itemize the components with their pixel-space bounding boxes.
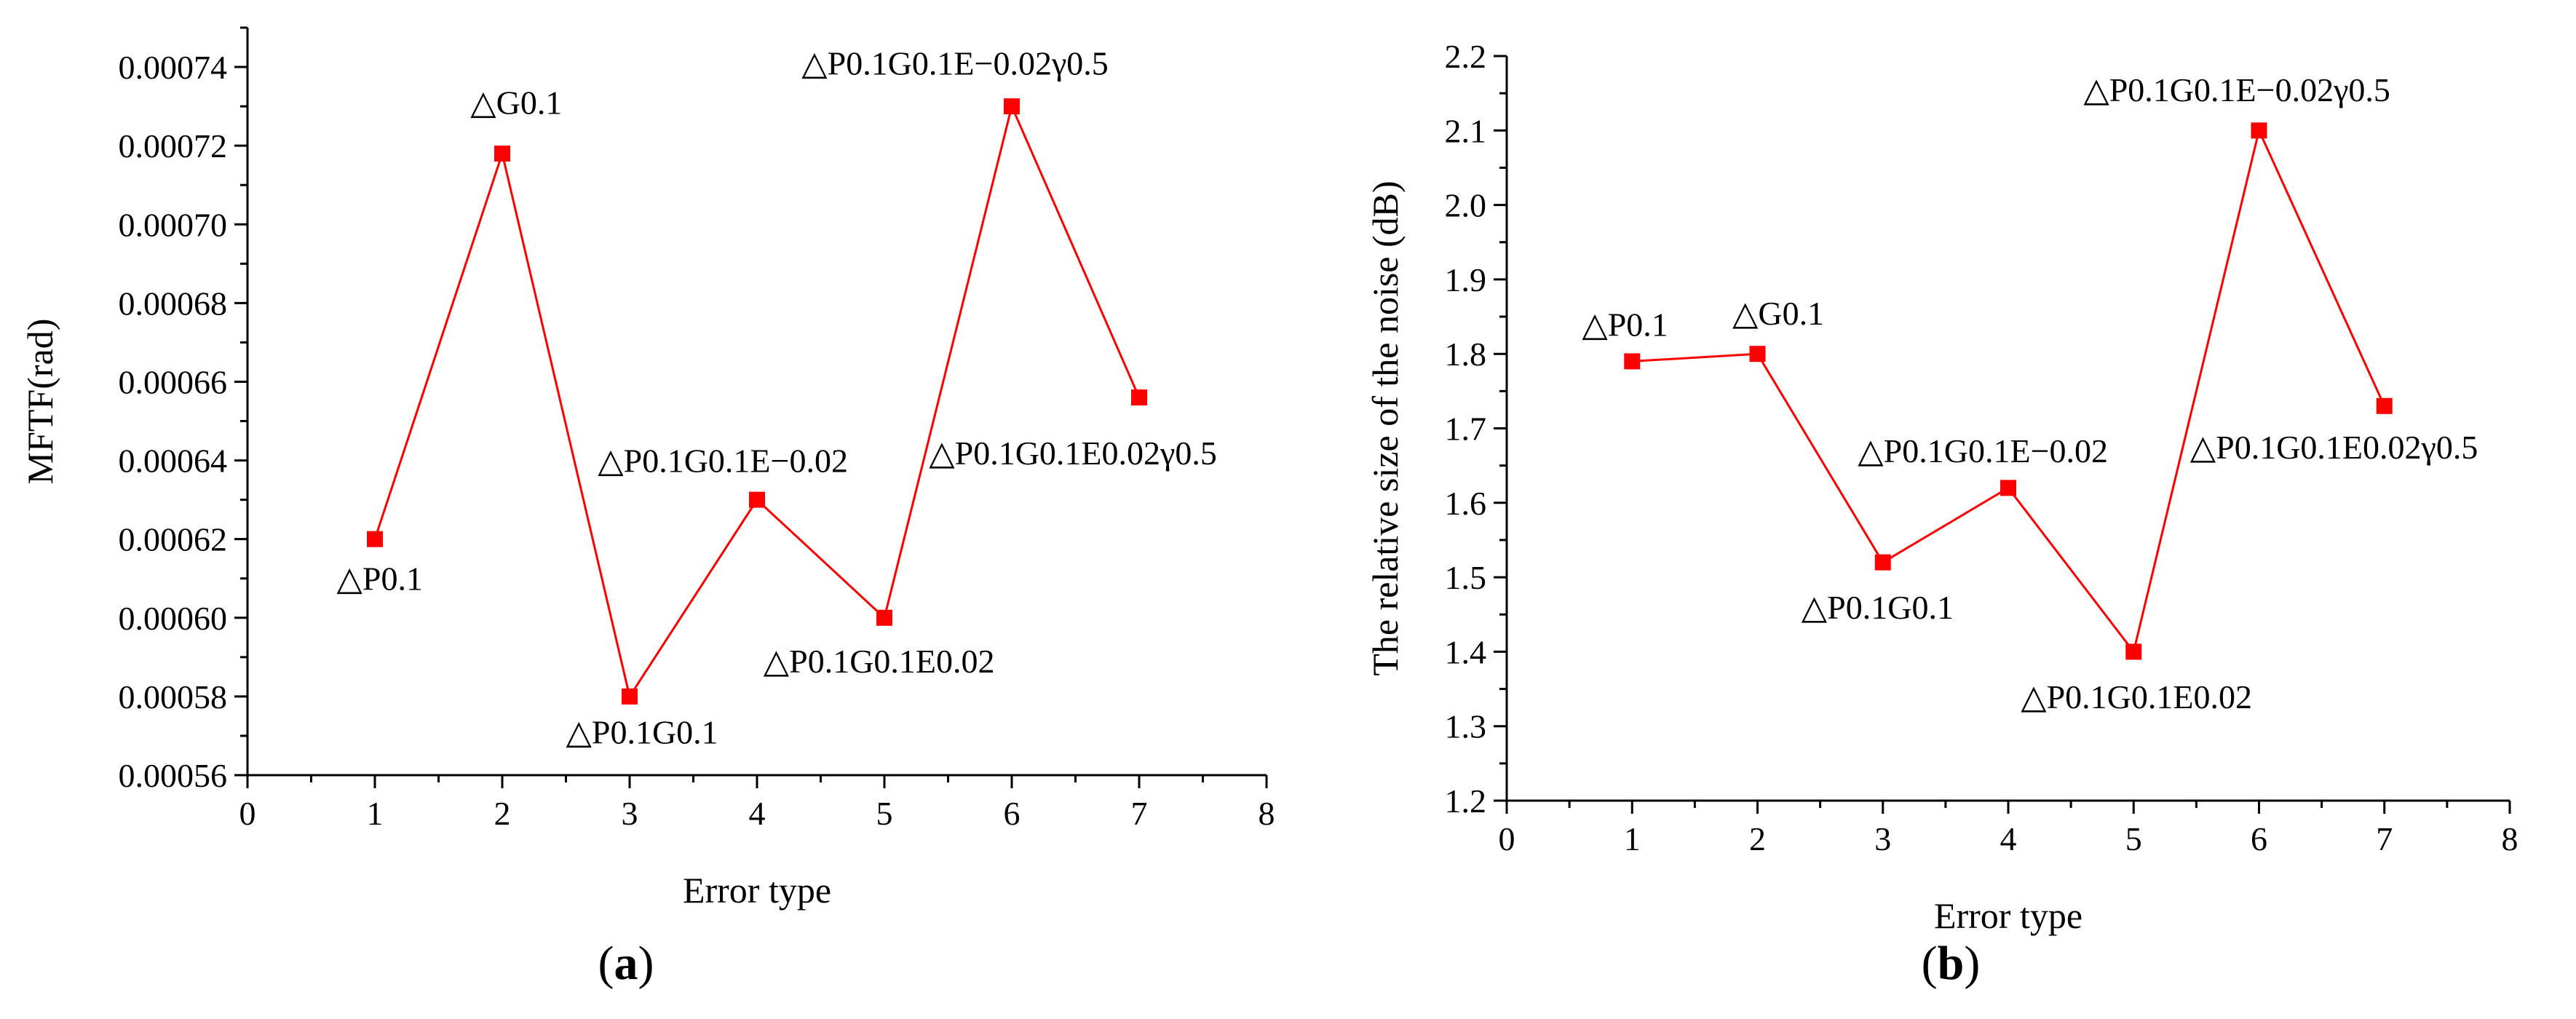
y-tick-label: 2.2 <box>1445 38 1487 75</box>
series-line <box>373 103 1141 699</box>
x-tick-label: 6 <box>1004 795 1021 832</box>
x-tick-label: 1 <box>367 795 384 832</box>
series-line <box>1632 127 2386 654</box>
y-tick-label: 2.0 <box>1445 187 1487 224</box>
y-tick-label: 0.00074 <box>119 49 228 86</box>
panel-label: (a) <box>598 937 654 990</box>
data-point-marker <box>622 688 638 705</box>
x-tick-label: 8 <box>1259 795 1275 832</box>
data-point-marker <box>1004 98 1020 115</box>
point-annotation: △P0.1G0.1E0.02γ0.5 <box>929 435 1217 472</box>
x-tick-label: 4 <box>2000 820 2017 857</box>
y-tick-label: 1.9 <box>1445 261 1487 298</box>
y-tick-label: 1.2 <box>1445 782 1487 820</box>
point-annotation: △P0.1 <box>1582 306 1668 343</box>
x-tick-label: 2 <box>1749 820 1766 857</box>
data-point-marker <box>1624 353 1641 370</box>
point-annotation: △P0.1G0.1E0.02 <box>764 643 995 680</box>
y-tick-label: 1.6 <box>1445 485 1487 522</box>
chart-panel-a: 0 1 2 3 4 5 6 7 8 0.00056 0.00058 0.00060 0.00062 0.0… <box>20 26 1275 990</box>
y-tick-label: 1.5 <box>1445 559 1487 596</box>
point-annotation: △P0.1G0.1E−0.02 <box>1858 432 2108 469</box>
point-annotation: △P0.1 <box>337 560 423 598</box>
y-tick-label: 1.7 <box>1445 411 1487 448</box>
x-tick-label: 6 <box>2251 820 2267 857</box>
y-tick-label: 0.00070 <box>119 206 228 243</box>
y-tick-label: 0.00056 <box>119 757 228 794</box>
point-annotation: △P0.1G0.1E0.02 <box>2021 678 2252 715</box>
data-point-marker <box>367 531 383 547</box>
point-annotation: △G0.1 <box>470 84 562 122</box>
x-axis-title: Error type <box>683 870 831 911</box>
y-tick-label: 0.00072 <box>119 127 228 164</box>
point-annotation: △P0.1G0.1 <box>1802 589 1954 626</box>
data-point-marker <box>1131 389 1147 406</box>
x-tick-label: 2 <box>494 795 511 832</box>
data-point-marker <box>749 491 765 508</box>
x-tick-label: 3 <box>1874 820 1891 857</box>
data-point-marker <box>876 609 892 626</box>
panel-label-letter: b <box>1938 937 1965 990</box>
x-tick-label: 0 <box>239 795 256 832</box>
x-tick-label: 4 <box>749 795 766 832</box>
data-point-marker <box>2251 122 2267 139</box>
y-tick-label: 0.00066 <box>119 363 228 400</box>
x-tick-label: 1 <box>1624 820 1641 857</box>
point-annotation: △P0.1G0.1 <box>566 714 718 751</box>
point-annotation: △P0.1G0.1E−0.02γ0.5 <box>801 45 1109 82</box>
panel-label: (b) <box>1922 937 1981 990</box>
y-tick-label: 2.1 <box>1445 112 1487 149</box>
y-tick-label: 1.4 <box>1445 633 1487 670</box>
data-point-marker <box>1874 554 1891 571</box>
y-tick-label: 0.00062 <box>119 521 228 558</box>
y-tick-label: 0.00064 <box>119 443 228 480</box>
y-tick-label: 0.00060 <box>119 600 228 637</box>
point-annotation: △P0.1G0.1E−0.02 <box>598 443 848 480</box>
data-point-marker <box>2376 397 2393 414</box>
x-tick-label: 7 <box>2376 820 2393 857</box>
data-point-marker <box>2000 480 2016 496</box>
x-tick-label: 0 <box>1499 820 1515 857</box>
y-tick-label: 0.00058 <box>119 678 228 715</box>
x-tick-label: 5 <box>2125 820 2142 857</box>
chart-panel-b: 0 1 2 3 4 5 6 7 8 1.2 1.3 1.4 1.5 1.6 1.7 1.8 1.9 2.0 2.1 2… <box>1365 38 2518 990</box>
x-tick-label: 3 <box>622 795 638 832</box>
point-annotation: △P0.1G0.1E−0.02γ0.5 <box>2083 71 2390 108</box>
data-point-marker <box>1749 346 1766 362</box>
x-axis-title: Error type <box>1934 895 2082 936</box>
x-tick-label: 7 <box>1131 795 1148 832</box>
panel-label-letter: a <box>614 937 638 990</box>
y-axis-title: The relative size of the noise (dB) <box>1365 181 1406 675</box>
y-tick-label: 1.3 <box>1445 708 1487 745</box>
point-annotation: △G0.1 <box>1732 295 1824 332</box>
point-annotation: △P0.1G0.1E0.02γ0.5 <box>2190 429 2478 466</box>
x-tick-label: 8 <box>2502 820 2518 857</box>
y-tick-label: 0.00068 <box>119 285 228 322</box>
data-point-marker <box>2125 643 2142 660</box>
y-tick-label: 1.8 <box>1445 336 1487 373</box>
x-tick-label: 5 <box>876 795 893 832</box>
data-point-marker <box>494 145 510 162</box>
y-axis-title: MFTF(rad) <box>20 319 60 485</box>
